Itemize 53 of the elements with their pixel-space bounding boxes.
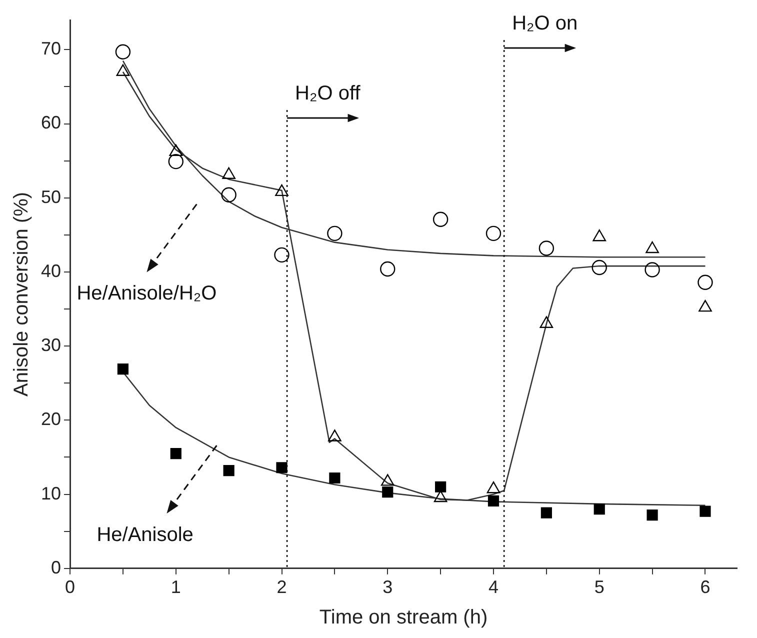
ref-line-label: H₂O off [295,82,361,105]
point [380,261,396,277]
y-axis-title: Anisole conversion (%) [10,192,33,396]
point [486,226,502,242]
point [382,486,394,498]
y-tick-label: 20 [40,409,62,430]
point [432,212,448,227]
point [168,154,184,170]
y-tick-label: 70 [40,38,62,59]
point [594,504,605,515]
point [223,465,234,476]
point [538,240,554,256]
x-tick-label: 4 [488,577,499,598]
point [329,472,340,484]
point [222,167,236,179]
point [275,184,288,196]
point [274,247,290,263]
x-tick-label: 0 [65,577,76,598]
point [646,241,659,254]
point [646,509,658,521]
point [327,226,342,242]
y-tick-label: 60 [40,112,62,133]
y-tick-label: 40 [40,260,62,281]
point [276,462,288,474]
x-tick-label: 1 [170,577,181,598]
x-tick-label: 5 [594,577,604,598]
point [700,506,711,517]
point [117,364,129,375]
y-tick-label: 0 [51,557,62,578]
point [592,230,606,242]
point [170,448,182,460]
y-tick-label: 10 [40,483,62,504]
point [169,144,183,156]
point [435,481,446,492]
point [540,507,552,518]
point [698,300,712,312]
point [644,262,660,278]
ref-line-label: H₂O on [512,12,578,35]
point [592,260,607,276]
annotation: He/Anisole/H₂O [76,282,217,305]
annotation: He/Anisole [96,524,194,546]
point [221,187,236,202]
y-tick-label: 50 [40,186,62,207]
x-axis-title: Time on stream (h) [319,606,488,629]
point [116,64,130,76]
point [540,316,554,328]
x-tick-label: 3 [382,577,393,598]
x-tick-label: 2 [276,577,287,598]
point [488,495,500,507]
x-tick-label: 6 [700,577,710,598]
point [115,44,131,60]
point [698,274,713,290]
y-tick-label: 30 [40,335,62,356]
